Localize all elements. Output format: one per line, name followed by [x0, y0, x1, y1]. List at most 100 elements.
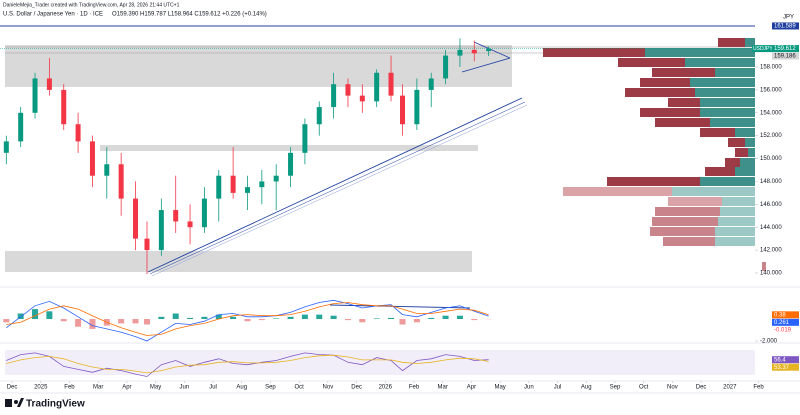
histogram-bar [187, 317, 194, 320]
candle-body [230, 175, 236, 193]
x-tick-label: Aug [581, 385, 592, 391]
price-tag [772, 311, 799, 319]
histogram-bar [373, 318, 380, 320]
x-tick-label: Dec [696, 385, 707, 391]
x-tick-label: Dec [7, 385, 18, 391]
candle-body [345, 84, 351, 96]
x-tick-label: Mar [438, 385, 448, 391]
y-tick-label: 140.000 [760, 271, 782, 277]
x-tick-label: Jul [554, 385, 562, 391]
currency: JPY [783, 15, 794, 21]
price-tag-label: 53.37 [774, 365, 790, 371]
histogram-bar [428, 317, 435, 320]
price-tag-label: -0.019 [774, 327, 792, 333]
histogram-bar [215, 314, 222, 320]
histogram-bar [330, 315, 337, 320]
x-tick-label: Jul [209, 385, 217, 391]
y-tick-label: -2.000 [760, 339, 778, 345]
candle-body [158, 210, 164, 251]
candle-body [331, 84, 337, 108]
y-tick-label: 146.000 [760, 202, 782, 208]
ohlc: O159.390 H159.787 L158.964 C159.612 +0.2… [112, 12, 267, 18]
histogram-bar [442, 315, 449, 320]
x-tick-label: Sep [265, 385, 276, 391]
histogram-bar [132, 319, 139, 324]
candle-body [359, 95, 365, 102]
candle-body [374, 72, 380, 102]
histogram-bar [471, 319, 478, 321]
histogram-bar [273, 318, 280, 320]
histogram-bar [158, 316, 165, 320]
y-tick-label: 144.000 [760, 225, 782, 231]
histogram-bar [399, 319, 406, 325]
y-tick-label: 158.000 [760, 65, 782, 71]
x-tick-label: Jun [179, 385, 189, 391]
price-tag [772, 326, 799, 334]
histogram-bar [3, 319, 10, 323]
candle-body [259, 181, 265, 188]
histogram-bar [172, 313, 179, 320]
candle-body [428, 78, 434, 90]
histogram-bar [316, 314, 323, 320]
wedge-line [473, 41, 511, 59]
candle-body [46, 78, 52, 90]
candle-body [75, 124, 81, 142]
histogram-bar [17, 313, 24, 320]
indicator-line [6, 302, 489, 336]
price-tag [772, 22, 799, 30]
histogram-bar [301, 314, 308, 320]
histogram-bar [344, 319, 351, 321]
symbol-tag [752, 45, 772, 53]
x-tick-label: Aug [236, 385, 247, 391]
candle-body [173, 210, 179, 222]
candle-body [32, 78, 38, 113]
rsi-band [5, 350, 755, 375]
candle-body [400, 95, 406, 125]
histogram-bar [89, 319, 96, 329]
candle-body [61, 89, 67, 125]
volume-profile [543, 38, 766, 271]
candle-body [187, 221, 193, 228]
price-tag-label: 161.589 [774, 24, 796, 30]
price-tag [772, 363, 799, 371]
zone [5, 251, 472, 272]
x-tick-label: Sep [610, 385, 621, 391]
x-tick-label: Nov [323, 385, 334, 391]
candle-body [216, 175, 222, 199]
price-tag-label: 0.38 [774, 312, 786, 318]
candle-body [457, 49, 463, 56]
histogram-bar [118, 319, 125, 324]
symbol-line: U.S. Dollar / Japanese Yen · 1D · ICE [3, 12, 103, 18]
zone [5, 45, 512, 87]
candle-body [486, 48, 492, 52]
price-tag-label: 0.261 [774, 320, 790, 326]
candle-body [316, 107, 322, 125]
candle-body [244, 187, 250, 193]
y-tick-label: 154.000 [760, 110, 782, 116]
candle-body [288, 152, 294, 176]
y-tick-label: 142.000 [760, 248, 782, 254]
price-tag-label: 56.4 [774, 357, 786, 363]
brand: TradingView [26, 399, 85, 410]
candle-body [104, 164, 110, 176]
trendline [149, 101, 526, 275]
trendline [147, 97, 523, 273]
indicator-line [6, 352, 489, 377]
price-tag [772, 318, 799, 326]
x-tick-label: 2025 [34, 385, 48, 391]
price-tag [772, 52, 799, 60]
zone [100, 145, 478, 151]
candle-body [18, 112, 24, 142]
y-tick-label: 148.000 [760, 179, 782, 185]
histogram-bar [456, 315, 463, 320]
x-tick-label: Apr [122, 385, 131, 391]
histogram-bar [258, 319, 265, 321]
candle-body [273, 175, 279, 182]
candle-body [118, 164, 124, 199]
histogram-bar [244, 319, 251, 322]
x-tick-label: Feb [409, 385, 420, 391]
histogram-bar [230, 316, 237, 320]
histogram-bar [75, 319, 82, 327]
wedge-line [461, 57, 511, 73]
